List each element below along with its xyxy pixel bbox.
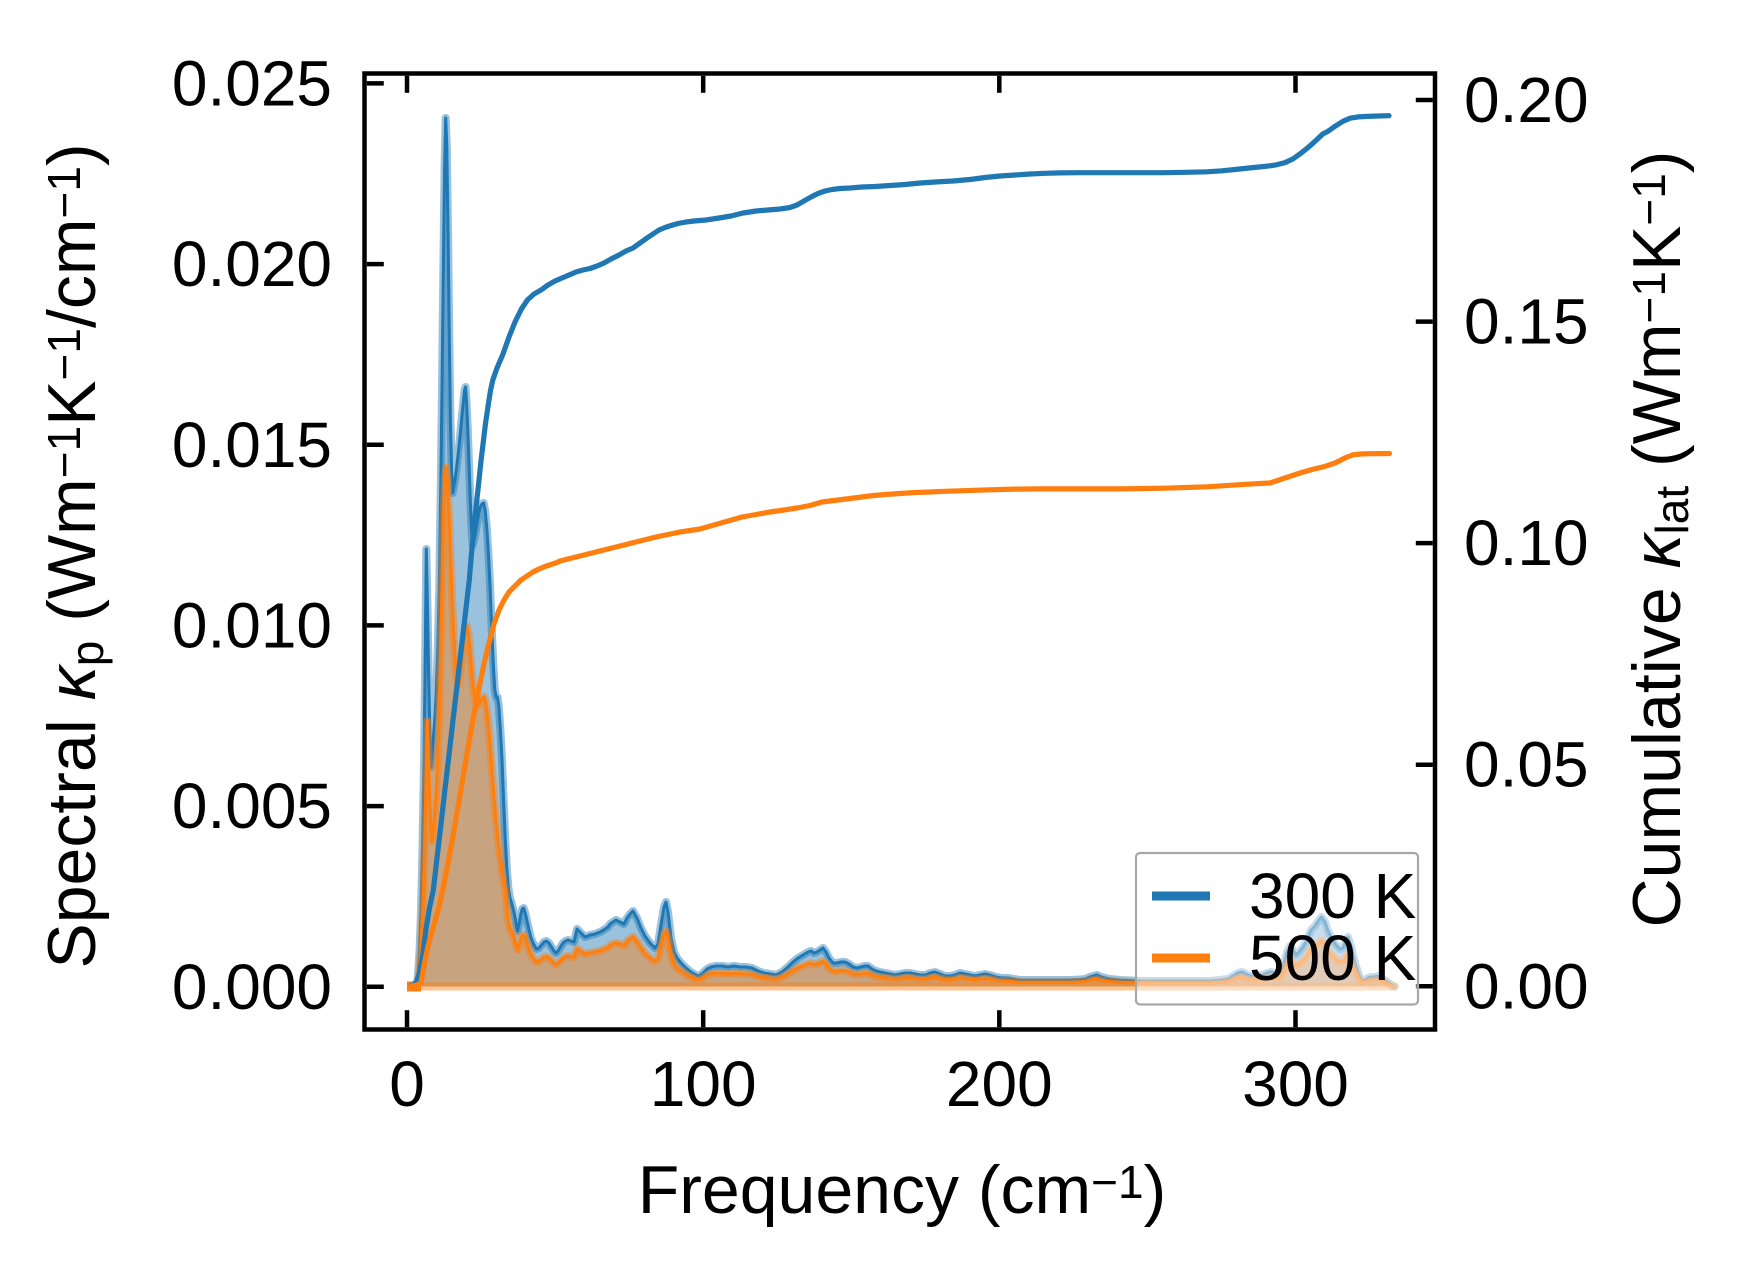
svg-text:0.010: 0.010: [172, 589, 332, 661]
svg-text:Frequency (cm−1): Frequency (cm−1): [638, 1152, 1167, 1228]
svg-text:100: 100: [650, 1048, 757, 1120]
svg-text:Spectral κp (Wm−1K−1/cm−1): Spectral κp (Wm−1K−1/cm−1): [34, 143, 113, 968]
svg-text:300 K: 300 K: [1249, 860, 1416, 932]
svg-text:300: 300: [1242, 1048, 1349, 1120]
svg-text:Cumulative κlat (Wm−1K−1): Cumulative κlat (Wm−1K−1): [1619, 151, 1698, 928]
svg-text:0.005: 0.005: [172, 770, 332, 842]
svg-text:200: 200: [946, 1048, 1053, 1120]
svg-text:0.000: 0.000: [172, 951, 332, 1023]
svg-text:0.025: 0.025: [172, 47, 332, 119]
svg-text:0.20: 0.20: [1464, 64, 1589, 136]
svg-text:0.10: 0.10: [1464, 507, 1589, 579]
svg-text:0: 0: [389, 1048, 425, 1120]
svg-text:0.00: 0.00: [1464, 950, 1589, 1022]
svg-text:500 K: 500 K: [1249, 922, 1416, 994]
svg-text:0.15: 0.15: [1464, 286, 1589, 358]
svg-text:0.015: 0.015: [172, 409, 332, 481]
svg-text:0.05: 0.05: [1464, 729, 1589, 801]
svg-text:0.020: 0.020: [172, 228, 332, 300]
